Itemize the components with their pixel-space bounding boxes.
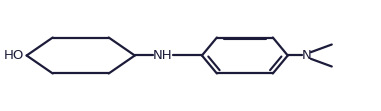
Text: NH: NH [153, 49, 173, 62]
Text: N: N [301, 49, 311, 62]
Text: HO: HO [3, 49, 24, 62]
